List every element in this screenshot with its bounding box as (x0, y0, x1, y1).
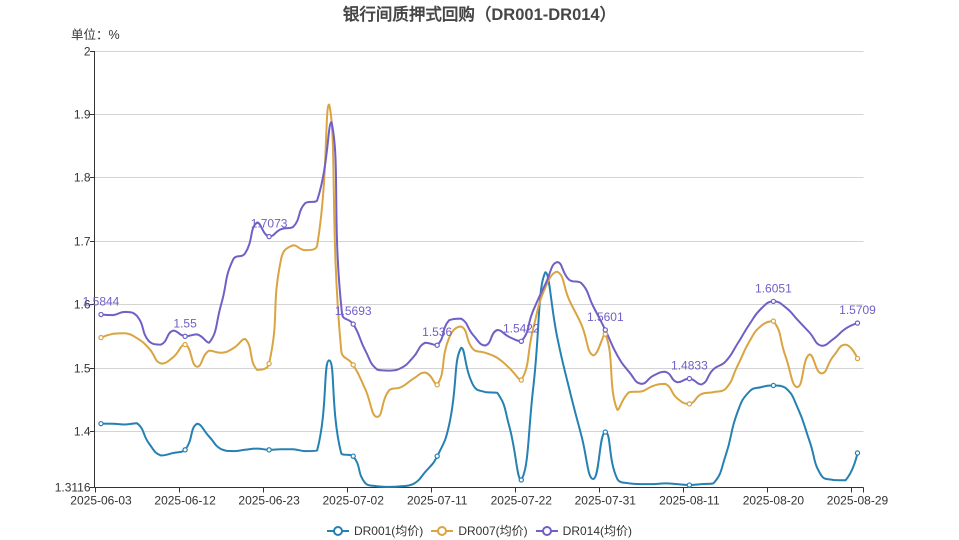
svg-text:1.8: 1.8 (74, 171, 91, 185)
svg-text:2025-06-12: 2025-06-12 (154, 494, 216, 508)
svg-text:1.536: 1.536 (422, 325, 452, 339)
svg-text:1.4833: 1.4833 (671, 359, 708, 373)
svg-text:1.4: 1.4 (74, 425, 91, 439)
svg-text:1.5844: 1.5844 (83, 295, 120, 309)
svg-text:2025-07-22: 2025-07-22 (491, 494, 553, 508)
svg-text:1.7: 1.7 (74, 235, 91, 249)
svg-text:2025-07-31: 2025-07-31 (575, 494, 637, 508)
svg-text:2025-08-20: 2025-08-20 (743, 494, 805, 508)
svg-text:1.5601: 1.5601 (587, 310, 624, 324)
svg-text:2025-06-03: 2025-06-03 (70, 494, 132, 508)
svg-text:1.9: 1.9 (74, 108, 91, 122)
svg-text:1.55: 1.55 (173, 316, 197, 330)
svg-text:1.7073: 1.7073 (251, 217, 288, 231)
svg-text:1.5709: 1.5709 (839, 303, 876, 317)
svg-text:1.5422: 1.5422 (503, 321, 540, 335)
svg-text:1.6051: 1.6051 (755, 281, 792, 295)
svg-text:1.6: 1.6 (74, 298, 91, 312)
svg-text:2025-08-11: 2025-08-11 (659, 494, 720, 508)
svg-text:2025-07-11: 2025-07-11 (407, 494, 468, 508)
svg-text:2: 2 (84, 45, 91, 59)
svg-text:1.3116: 1.3116 (55, 481, 91, 495)
svg-text:2025-08-29: 2025-08-29 (827, 494, 889, 508)
svg-text:2025-07-02: 2025-07-02 (323, 494, 385, 508)
svg-text:1.5: 1.5 (74, 362, 91, 376)
svg-text:1.5693: 1.5693 (335, 304, 372, 318)
svg-text:2025-06-23: 2025-06-23 (238, 494, 300, 508)
